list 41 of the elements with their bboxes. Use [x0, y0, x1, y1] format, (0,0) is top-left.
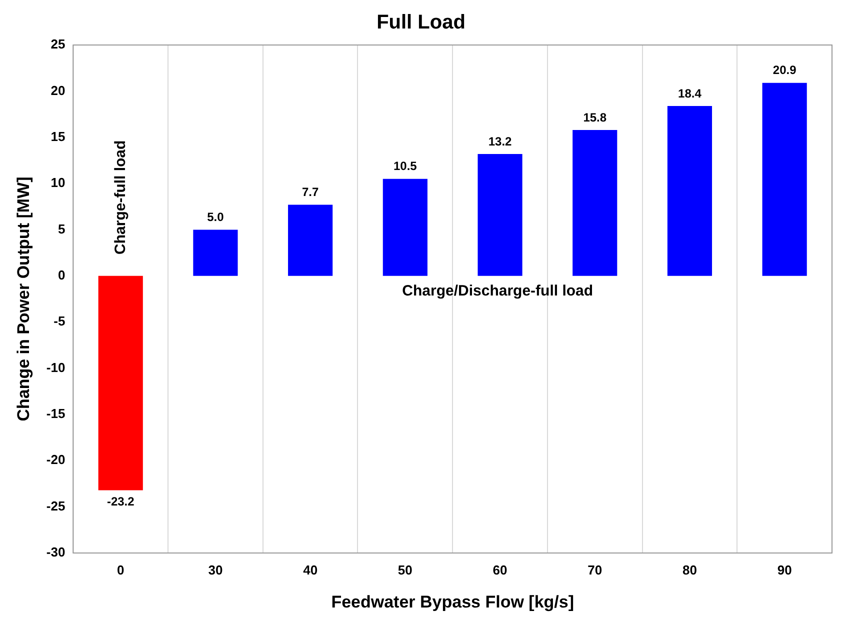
x-tick-label: 80 — [682, 562, 697, 578]
x-tick-label: 50 — [398, 562, 412, 578]
x-axis-title: Feedwater Bypass Flow [kg/s] — [331, 592, 574, 612]
x-tick-label: 40 — [303, 562, 318, 578]
annotation: Charge-full load — [112, 140, 129, 254]
bar — [762, 82, 807, 276]
data-label: 13.2 — [488, 134, 512, 148]
bar — [288, 204, 333, 276]
x-tick-label: 70 — [588, 562, 602, 578]
y-tick-label: -5 — [54, 314, 66, 329]
y-tick-label: 0 — [58, 267, 66, 282]
y-tick-label: 20 — [50, 82, 66, 98]
y-tick-label: -20 — [46, 452, 66, 468]
bar — [382, 178, 428, 276]
data-label: 18.4 — [678, 86, 702, 100]
y-tick-label: -15 — [46, 406, 66, 422]
bar — [478, 154, 522, 276]
x-tick-label: 60 — [492, 562, 508, 578]
y-axis-title: Change in Power Output [MW] — [14, 176, 33, 422]
y-tick-label: 15 — [50, 128, 66, 144]
bar — [98, 276, 143, 490]
data-label: 5.0 — [207, 210, 224, 224]
x-tick-label: 30 — [208, 562, 223, 578]
data-label: 15.8 — [583, 110, 607, 124]
bar — [193, 230, 238, 276]
y-tick-label: 10 — [50, 175, 66, 190]
y-tick-label: -25 — [46, 498, 66, 514]
chart-title: Full Load — [376, 12, 466, 34]
data-label: 20.9 — [772, 63, 797, 78]
annotation: Charge/Discharge-full load — [402, 282, 594, 300]
data-label: 7.7 — [302, 185, 319, 200]
data-label: 10.5 — [393, 159, 418, 174]
y-tick-label: 5 — [58, 221, 66, 236]
x-tick-label: 0 — [117, 562, 124, 578]
y-tick-label: -30 — [46, 544, 66, 560]
y-tick-label: -10 — [46, 360, 66, 375]
y-tick-label: 25 — [50, 36, 66, 52]
bar — [667, 106, 712, 276]
data-label: -23.2 — [106, 494, 135, 509]
x-tick-label: 90 — [777, 562, 792, 578]
bar — [572, 130, 618, 276]
